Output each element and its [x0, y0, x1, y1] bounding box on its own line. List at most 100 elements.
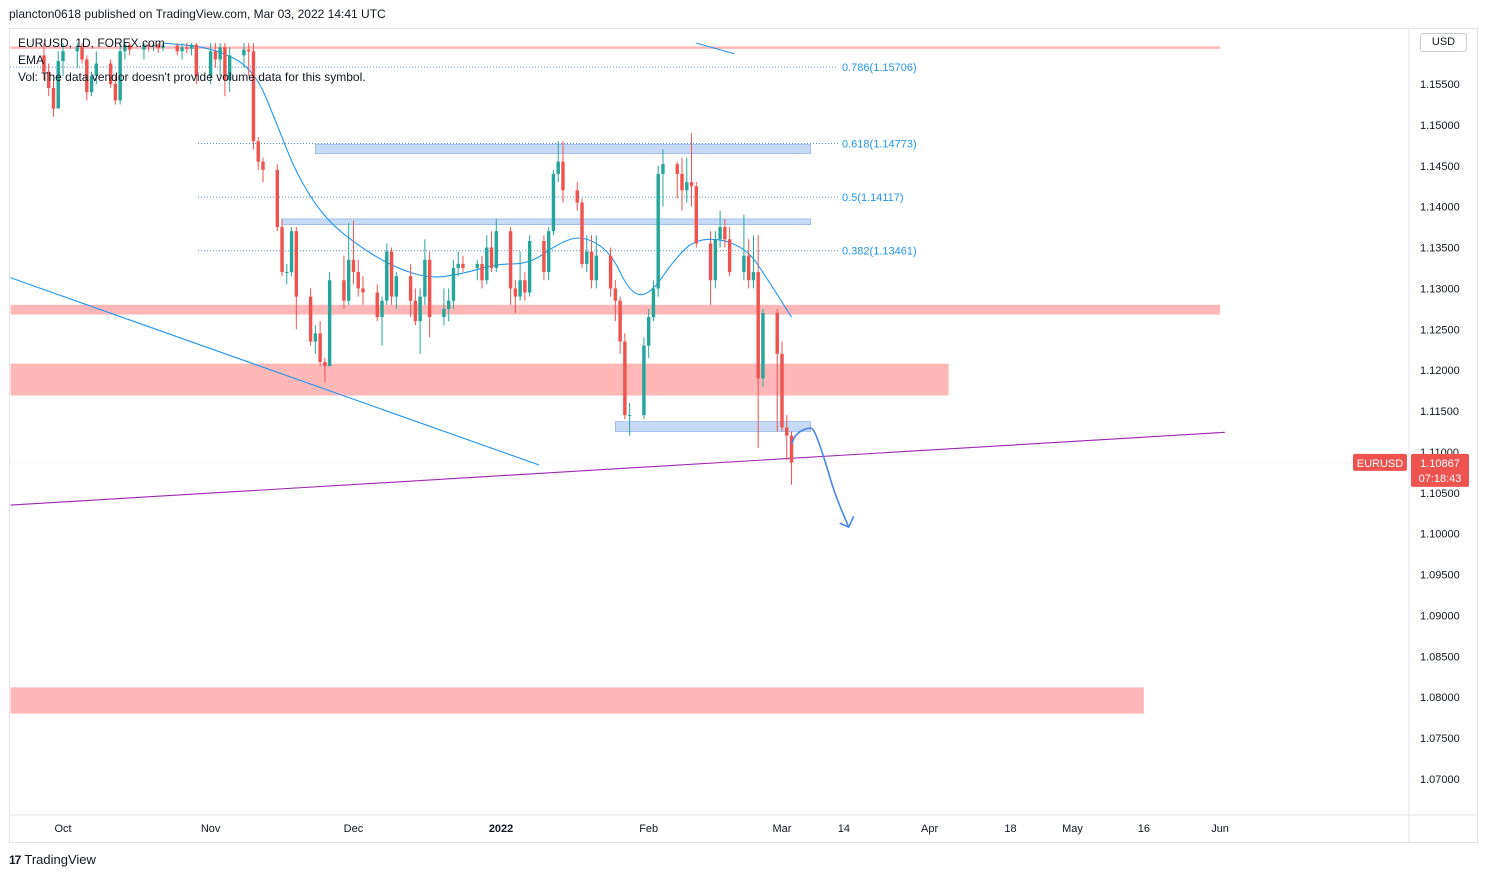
candle-2021-10-15	[127, 43, 132, 56]
candle-2022-02-17	[723, 218, 727, 248]
candle-body	[275, 169, 279, 228]
candle-2022-02-10	[689, 133, 694, 207]
y-tick-label: 1.11500	[1420, 406, 1459, 418]
candle-body	[94, 63, 99, 76]
y-tick-label: 1.12000	[1420, 365, 1460, 377]
blue-zone-6	[615, 421, 811, 432]
red-zone-2	[10, 363, 949, 396]
candle-2021-10-08	[94, 51, 99, 84]
x-tick-label: Feb	[639, 823, 658, 835]
candle-body	[542, 240, 546, 273]
candle-body	[618, 300, 622, 342]
candle-2021-12-02	[356, 259, 360, 297]
candle-body	[646, 317, 651, 346]
candle-2022-02-08	[680, 157, 684, 211]
candle-body	[318, 333, 322, 362]
candle-2021-11-12	[261, 157, 265, 183]
candle-body	[427, 259, 432, 318]
candle-2021-10-07	[89, 71, 94, 97]
candle-2021-11-09	[246, 43, 251, 76]
candle-body	[394, 276, 399, 297]
candle-2022-01-12	[551, 169, 556, 236]
candle-2021-11-02	[213, 43, 218, 68]
red-zone-0	[10, 46, 1221, 49]
candle-body	[351, 259, 356, 273]
candle-body	[446, 300, 451, 309]
candle-2021-12-07	[380, 296, 384, 346]
candle-body	[708, 243, 713, 281]
candle-2021-11-30	[346, 223, 351, 305]
y-tick-label: 1.15500	[1420, 79, 1460, 91]
candle-body	[346, 259, 351, 301]
x-tick-label: Nov	[201, 823, 221, 835]
fib-label-1: 0.618(1.14773)	[842, 138, 917, 150]
candle-2021-12-13	[408, 263, 413, 318]
candle-body	[389, 251, 394, 297]
candle-body	[594, 255, 599, 281]
candle-body	[527, 240, 532, 293]
candle-2022-02-25	[761, 308, 765, 387]
candle-2021-10-29	[194, 43, 199, 84]
candle-body	[694, 186, 699, 244]
legend-symbol[interactable]: EURUSD, 1D, FOREX.com	[18, 36, 165, 50]
chart-frame[interactable]	[9, 28, 1478, 843]
blue-zone-5	[281, 218, 811, 225]
candle-body	[42, 55, 46, 72]
candle-2021-11-10	[251, 43, 256, 150]
candle-2021-11-11	[256, 137, 260, 170]
currency-button[interactable]: USD	[1420, 33, 1467, 52]
candle-2021-10-21	[156, 43, 160, 53]
candle-2022-01-13	[556, 141, 560, 183]
candle-body	[423, 259, 427, 297]
candle-body	[642, 345, 646, 416]
candle-2021-12-06	[375, 284, 379, 322]
y-tick-label: 1.10000	[1420, 529, 1460, 541]
candle-body	[242, 49, 246, 56]
candle-body	[161, 45, 165, 49]
red-zone-3	[10, 687, 1144, 714]
candle-body	[513, 288, 518, 297]
candle-2021-11-18	[289, 227, 294, 277]
candle-2022-02-16	[718, 210, 722, 248]
candle-body	[589, 251, 594, 281]
candle-2021-10-22	[161, 43, 165, 52]
candle-body	[651, 288, 656, 318]
candle-body	[608, 255, 613, 289]
candle-body	[575, 190, 579, 203]
candle-body	[480, 263, 484, 281]
candle-2022-02-11	[694, 182, 699, 248]
candle-body	[451, 267, 456, 301]
trendlines-layer	[10, 42, 1225, 506]
candle-body	[51, 88, 56, 109]
fib-label-3: 0.382(1.13461)	[842, 246, 917, 258]
projection-arrowhead-icon	[839, 515, 855, 529]
candle-body	[185, 47, 189, 49]
y-tick-label: 1.14000	[1420, 202, 1460, 214]
y-tick-label: 1.13500	[1420, 243, 1460, 255]
x-tick-label: Dec	[344, 823, 364, 835]
candle-body	[223, 47, 227, 80]
candle-body	[75, 47, 79, 52]
price-tag	[1411, 453, 1469, 487]
y-tick-label: 1.09000	[1420, 610, 1460, 622]
footer-logo[interactable]: 17 TradingView	[9, 852, 96, 867]
candle-2021-10-04	[75, 43, 79, 68]
candle-2021-12-24	[461, 255, 465, 273]
candle-body	[208, 51, 213, 76]
legend-ema[interactable]: EMA	[18, 53, 45, 67]
candle-body	[56, 61, 60, 109]
candle-body	[323, 362, 327, 367]
fibonacci-layer: 0.786(1.15706) 0.618(1.14773) 0.5(1.14117)…	[10, 62, 917, 258]
candle-body	[785, 427, 789, 436]
x-tick-label: Oct	[54, 823, 71, 835]
candle-2021-11-23	[313, 325, 318, 354]
candle-2022-01-24	[608, 247, 613, 297]
candle-body	[285, 272, 289, 274]
candle-body	[461, 263, 465, 268]
candle-body	[556, 161, 560, 174]
candle-2021-10-28	[189, 43, 194, 56]
candle-body	[80, 47, 84, 60]
candle-2021-11-15	[275, 164, 279, 232]
x-tick-label: Jun	[1211, 823, 1229, 835]
